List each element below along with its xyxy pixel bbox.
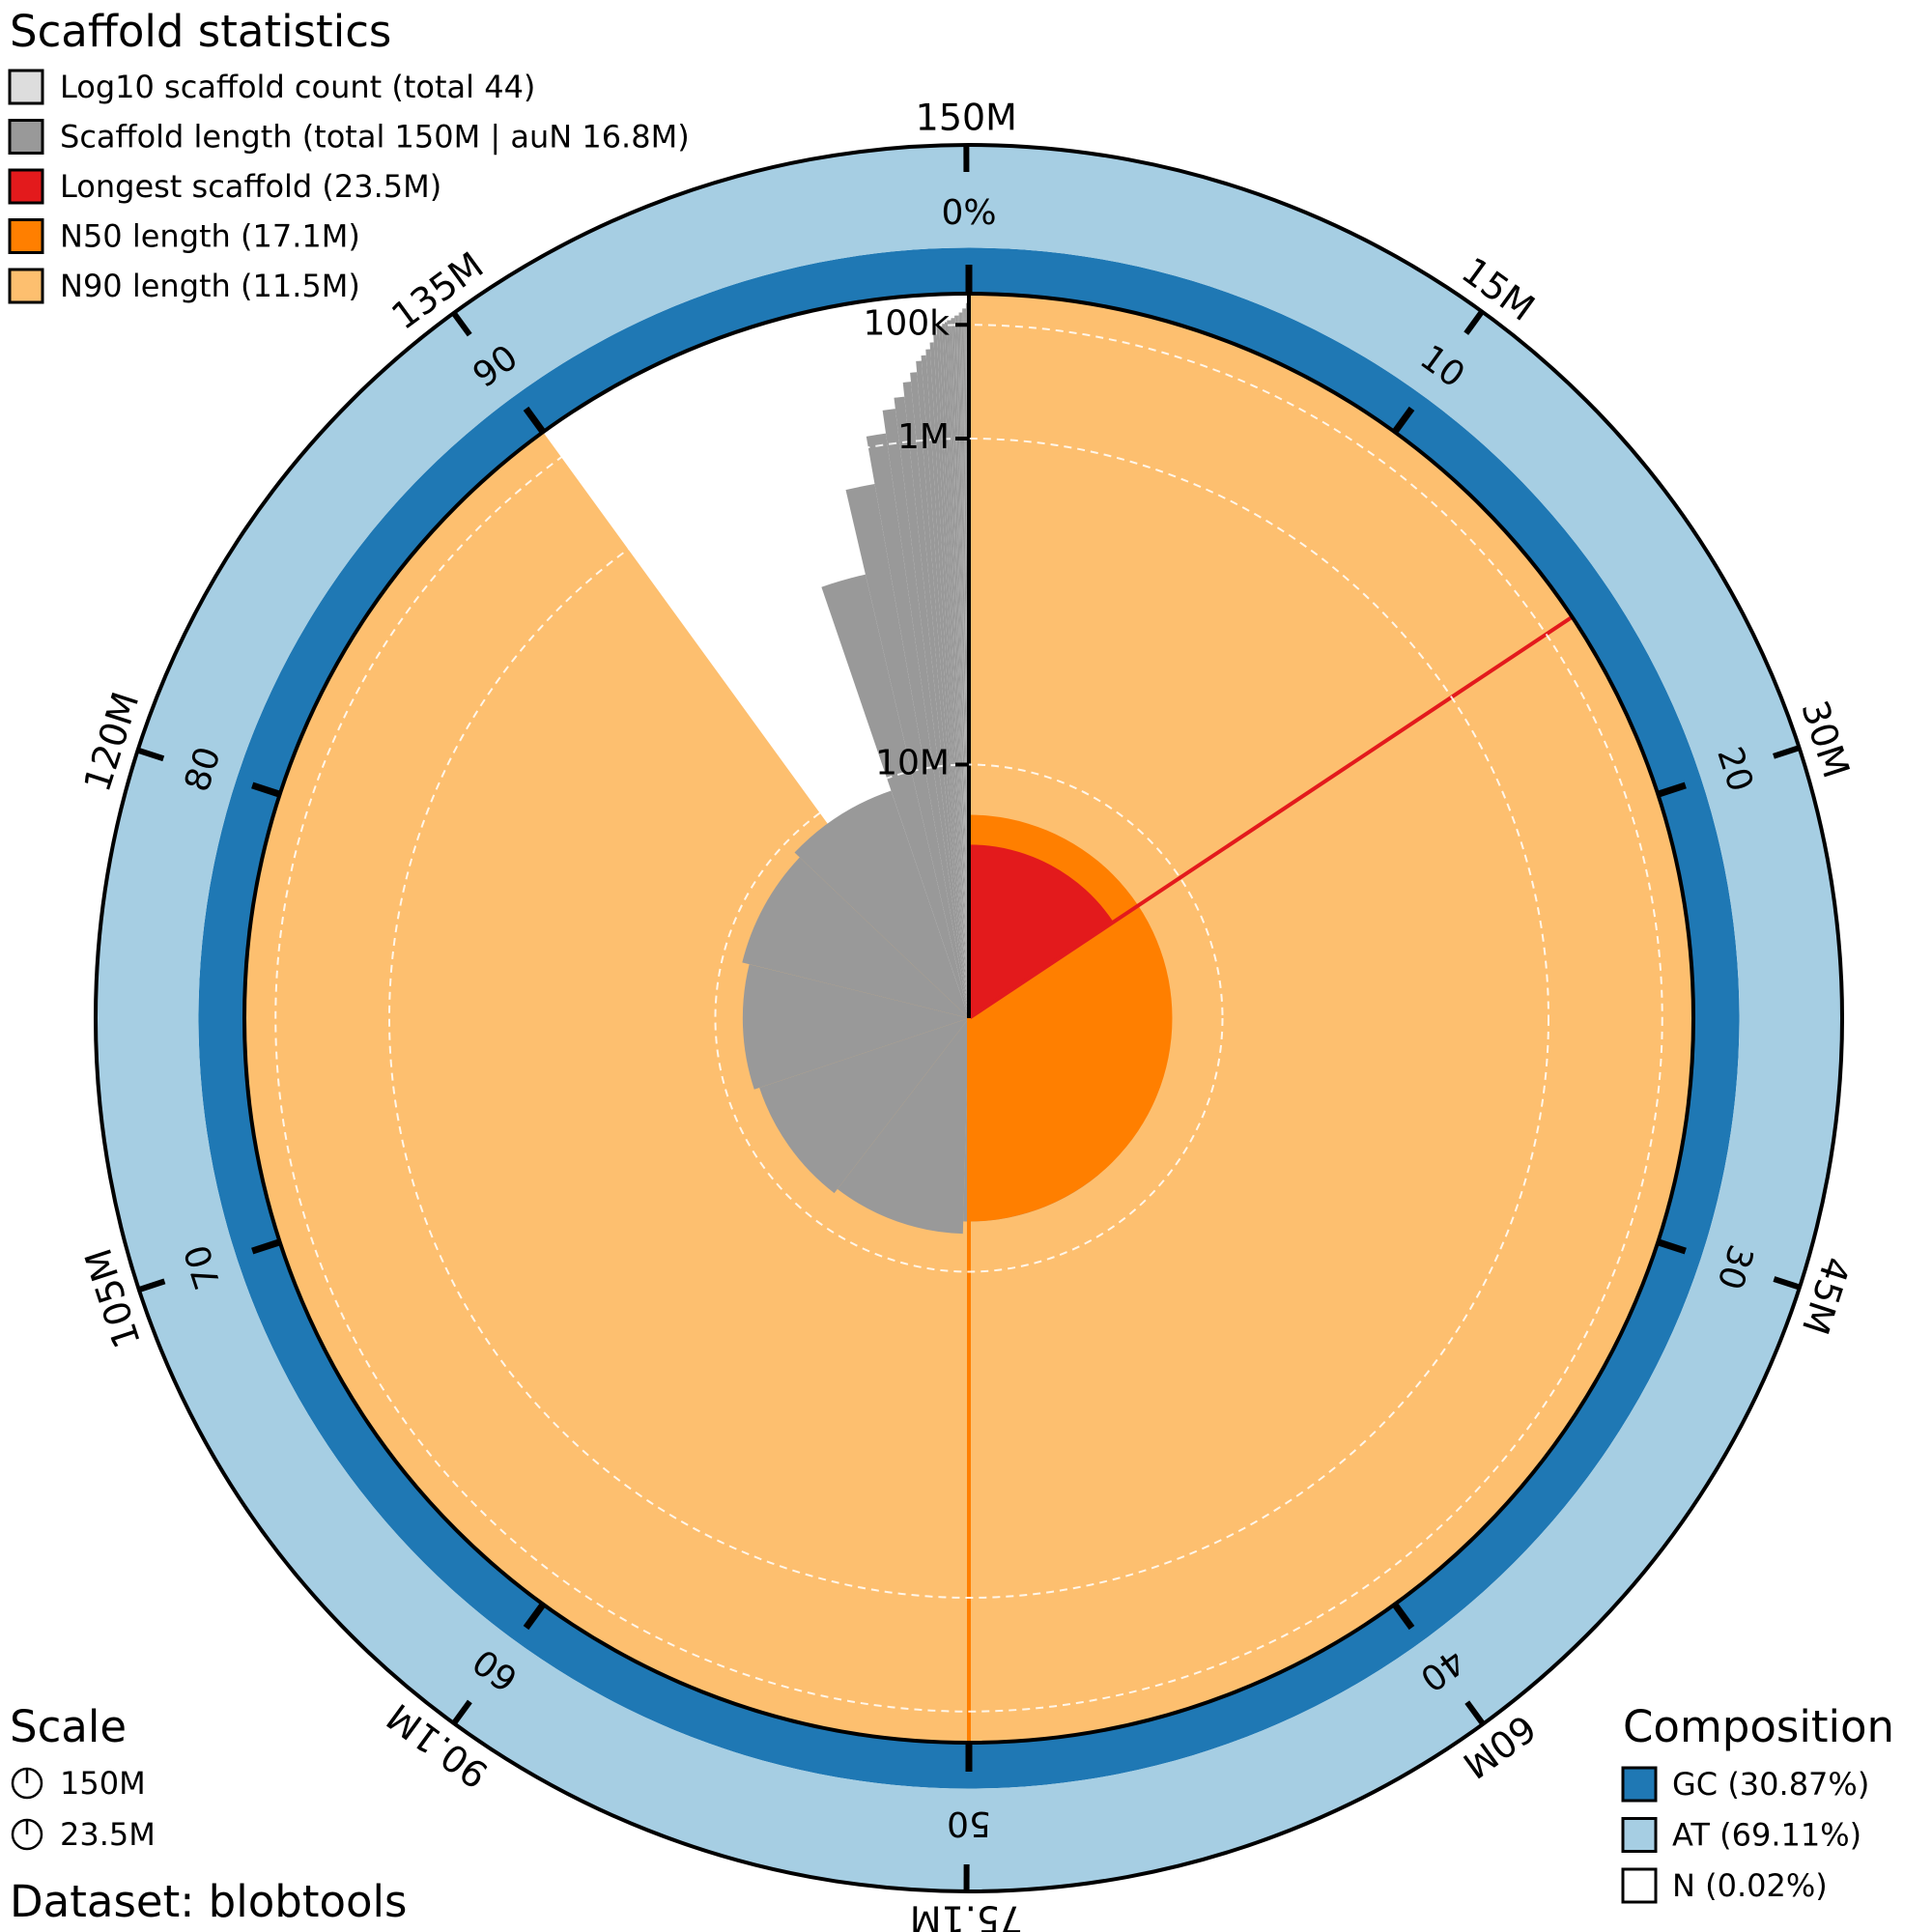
radial-tick-label: 1M	[897, 417, 950, 457]
scaffold-length	[951, 318, 969, 1018]
scaffold-length	[958, 312, 969, 1018]
scaffold-length	[936, 325, 969, 1018]
percent-tick	[1657, 1238, 1687, 1255]
scaffold-length	[845, 483, 969, 1018]
scaffold-length	[957, 315, 969, 1018]
scaffold-length	[882, 409, 969, 1018]
scaffold-length	[759, 1018, 969, 1194]
legend-label: Log10 scaffold count (total 44)	[60, 69, 535, 105]
scaffold-length	[933, 334, 969, 1019]
percent-tick	[523, 1602, 546, 1631]
length-tick	[1463, 309, 1485, 335]
percent-tick	[251, 781, 281, 798]
scaffold-length	[794, 790, 969, 1018]
legend-label: Scaffold length (total 150M | auN 16.8M)	[60, 119, 690, 156]
scaffold-length	[742, 964, 969, 1090]
percent-tick-label: 50	[947, 1804, 991, 1843]
scaffold-length	[837, 1018, 969, 1235]
length-tick	[136, 747, 165, 762]
legend-label: N90 length (11.5M)	[60, 268, 360, 304]
scaffold-length	[742, 857, 969, 1018]
percent-tick	[1392, 406, 1415, 435]
longest-line	[967, 615, 1574, 1020]
composition-label: GC (30.87%)	[1672, 1766, 1869, 1803]
legend-swatch	[8, 268, 44, 304]
legend-swatch	[8, 69, 44, 105]
length-tick	[137, 1278, 166, 1293]
percent-tick	[523, 406, 546, 435]
scale-label: 23.5M	[60, 1816, 156, 1853]
percent-tick-label: 0%	[941, 193, 996, 233]
scaffold-length	[939, 325, 969, 1018]
dataset-label: Dataset: blobtools	[10, 1876, 408, 1927]
scale-title: Scale	[10, 1701, 127, 1752]
scaffold-length	[910, 372, 969, 1019]
scaffold-length	[921, 355, 969, 1018]
scaffold-length	[821, 574, 969, 1018]
legend-label: Longest scaffold (23.5M)	[60, 168, 441, 205]
scaffold-length	[942, 324, 969, 1018]
scaffold-length	[947, 320, 969, 1018]
length-tick-label: 150M	[916, 96, 1017, 138]
percent-tick	[1392, 1602, 1415, 1631]
scaffold-length	[866, 433, 969, 1018]
legend-swatch	[8, 218, 44, 254]
composition-swatch	[1621, 1766, 1658, 1803]
scaffold-length	[944, 322, 969, 1018]
radial-tick-label: 100k	[863, 303, 950, 343]
length-tick	[451, 311, 472, 337]
longest-region	[969, 844, 1114, 1018]
composition-label: N (0.02%)	[1672, 1867, 1828, 1904]
length-tick	[451, 1699, 472, 1725]
scaffold-length	[952, 318, 969, 1018]
composition-swatch	[1621, 1817, 1658, 1853]
percent-tick	[1657, 781, 1687, 798]
scaffold-length	[949, 320, 969, 1018]
scale-label: 150M	[60, 1765, 146, 1802]
scaffold-length	[954, 315, 969, 1018]
legend-swatch	[8, 168, 44, 205]
scaffold-length	[916, 360, 969, 1018]
length-tick-label: 75.1M	[910, 1897, 1024, 1932]
scaffold-length	[925, 349, 969, 1018]
scaffold-length	[959, 312, 969, 1018]
radial-tick-label: 10M	[875, 744, 950, 783]
scaffold-length	[894, 396, 969, 1019]
composition-label: AT (69.11%)	[1672, 1817, 1861, 1854]
length-tick	[1773, 1276, 1801, 1291]
scale-icon	[11, 1767, 43, 1851]
legend-label: N50 length (17.1M)	[60, 218, 360, 255]
length-tick	[1464, 1700, 1486, 1726]
legend-swatch	[8, 119, 44, 155]
percent-tick	[251, 1238, 281, 1255]
scaffold-length	[902, 382, 969, 1018]
chart-title: Scaffold statistics	[10, 6, 391, 57]
scaffold-length	[955, 315, 969, 1018]
length-tick	[1773, 745, 1801, 759]
composition-title: Composition	[1623, 1701, 1894, 1752]
scaffold-length	[962, 308, 969, 1018]
grid-circle	[388, 438, 1549, 1599]
scaffold-length	[929, 342, 969, 1018]
composition-swatch	[1621, 1867, 1658, 1904]
scaffold-length	[964, 308, 969, 1018]
